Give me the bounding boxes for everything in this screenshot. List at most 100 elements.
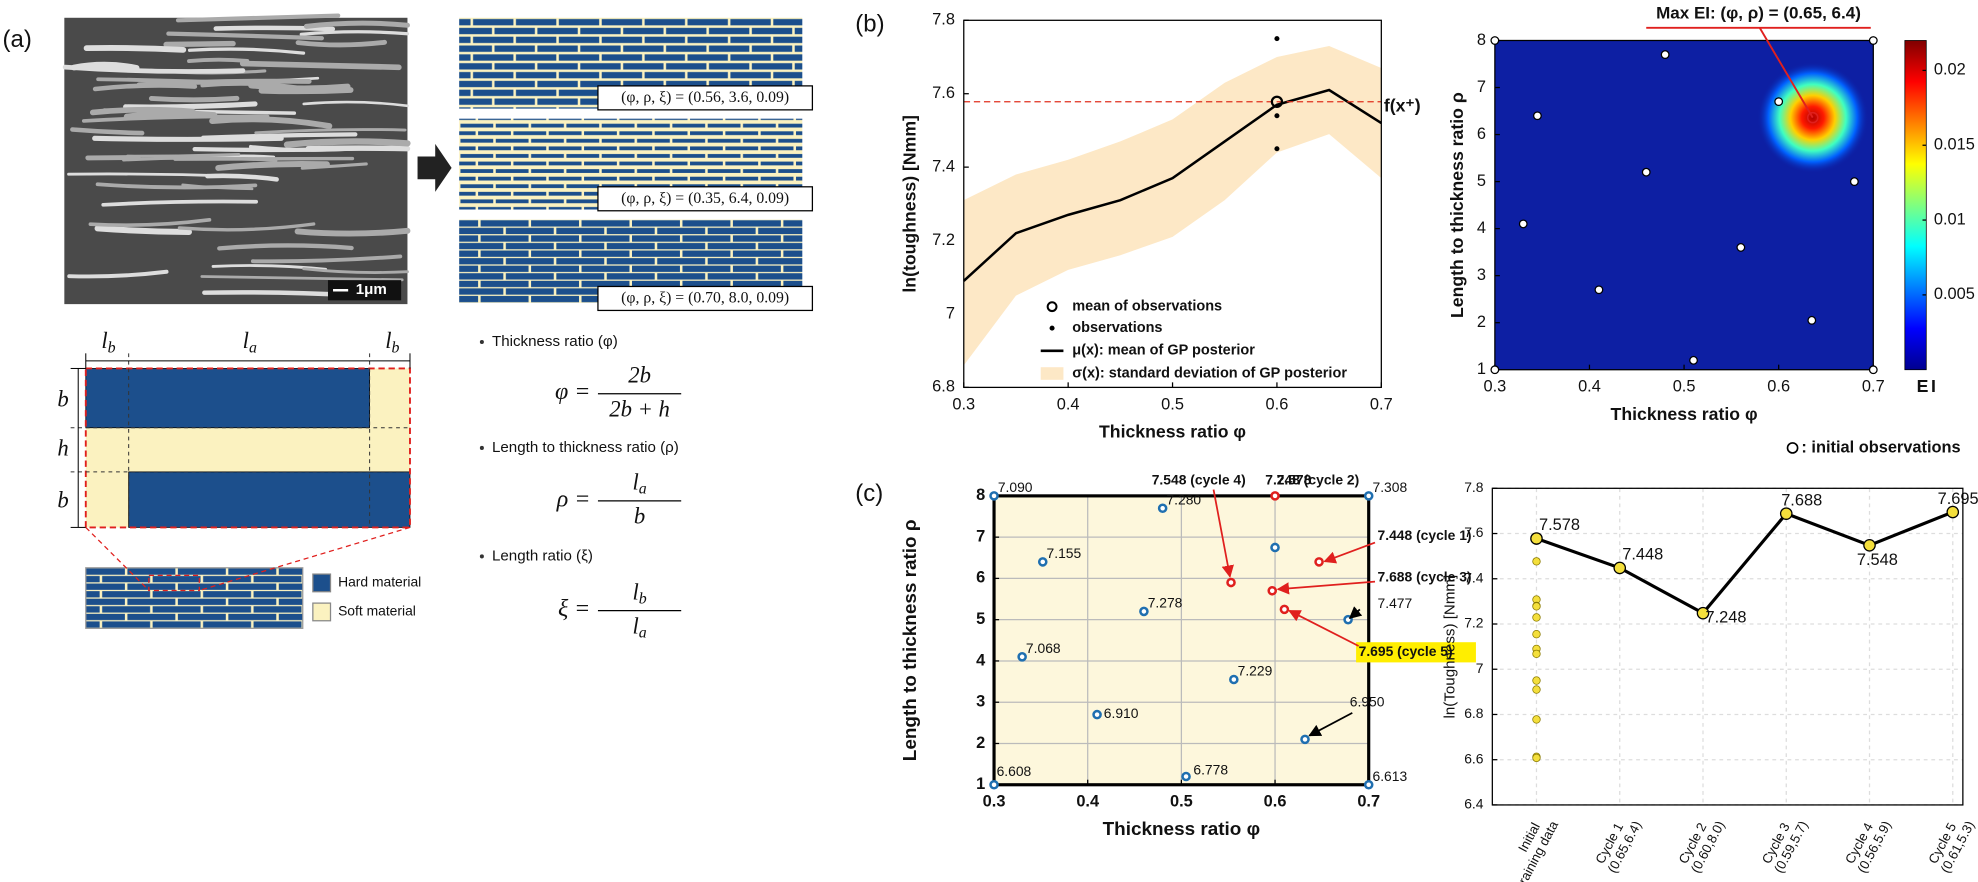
point-label: 7.548 (cycle 4) [1152,471,1246,487]
brick-inset [85,567,304,629]
sem-flake [70,127,145,136]
legend-label: μ(x): mean of GP posterior [1072,343,1255,359]
point-label: 7.229 [1238,663,1273,679]
sem-flake [123,110,218,120]
sem-flake [187,47,306,55]
sample-point [1270,542,1280,553]
sem-flake [92,135,284,142]
math-label: lb [101,328,115,355]
sem-flake [96,77,261,86]
charts: 0.3 0.4 0.5 0.6 0.7 6.8 7 7.2 7.4 7.6 7.8 Thickness… [899,3,1978,882]
legend-swatch [312,573,332,593]
point-label: 7.280 [1166,491,1201,507]
bullet [479,339,484,344]
x-tick-label: 0.6 [1767,378,1790,396]
initial-observation [1518,219,1528,229]
initial-point [1532,630,1541,639]
legend-label: mean of observations [1072,298,1222,314]
math-sub: a [639,480,647,497]
y-tick-label: 7.6 [932,84,955,102]
point-label: 6.608 [997,763,1032,779]
initial-observation [1868,36,1878,45]
initial-point [1532,676,1541,685]
point-label: 7.448 (cycle 1) [1378,527,1472,543]
math-label: lb [632,579,646,606]
sample-point [1314,557,1324,567]
y-tick-label: 5 [1477,172,1486,190]
point-label: 7.248 (cycle 2) [1265,471,1359,487]
sample-point [1363,491,1374,501]
math-base: b [634,504,645,529]
x-tick-label: 0.5 [1161,395,1184,413]
sem-flake [88,218,212,227]
sem-flake [239,60,402,71]
x-axis-label: Thickness ratio φ [1611,404,1758,424]
sample-point [989,491,999,501]
sem-flake [248,82,351,92]
plot-frame [992,494,1371,787]
x-tick-label: 0.7 [1370,395,1393,413]
y-tick-label: 8 [976,486,985,504]
observation-mean [1270,95,1284,108]
sem-flake [295,39,388,48]
sem-flake [211,264,328,271]
y-tick-label: 8 [1477,31,1486,49]
sem-flake [101,199,259,207]
y-tick-label: 2 [976,734,985,752]
y-axis-label: ln(toughness) [Nmm] [899,115,919,293]
sem-flake [215,160,330,171]
legend-label: : initial observations [1801,438,1960,456]
side-label: b [57,386,68,411]
cycle-point [1946,505,1960,519]
sem-flake [175,13,341,23]
sem-flake [177,222,316,232]
sem-flake [163,40,236,48]
initial-point [1532,602,1541,611]
point-label: 6.950 [1350,693,1385,709]
y-tick-label: 1 [976,775,985,793]
bullet [479,554,484,559]
x-tick-label: 0.4 [1076,793,1100,811]
initial-observation [1736,243,1746,252]
y-tick-label: 4 [1477,219,1486,237]
hard-brick [85,368,370,429]
x-tick-label: 0.7 [1862,378,1885,396]
math-label: la [632,614,646,641]
label-box [597,285,814,312]
y-tick-label: 7.8 [1464,479,1484,495]
plot-frame [963,19,1382,389]
x-tick-label: 0.4 [1578,378,1601,396]
annotation-arrow [1288,609,1360,647]
sem-flake [92,83,198,92]
x-axis-label: Thickness ratio φ [1103,819,1260,840]
initial-observation [1490,36,1500,45]
y-tick-label: 6.4 [1464,796,1484,812]
annotation-arrow [1308,712,1353,737]
colorbar [1904,40,1927,371]
x-tick-label: 0.5 [1170,793,1193,811]
math-label: la [243,328,257,355]
sample-point [1300,734,1310,745]
math-sub: a [249,339,257,356]
observation [1274,36,1280,42]
sem-flake [67,269,169,279]
x-tick-label: 0.6 [1264,793,1287,811]
x-tick-label: Initialtraining data [1500,810,1561,882]
value-label: 7.578 [1539,516,1580,534]
observation [1274,113,1280,119]
annotation-arrow [1348,606,1363,620]
sem-flake [217,243,354,251]
sem-image [62,13,411,305]
sample-point [1270,491,1280,501]
colorbar-tick-label: 0.015 [1934,136,1975,154]
initial-point [1532,557,1541,566]
math-sub: b [392,339,400,356]
brick-label: (φ, ρ, ξ) = (0.56, 3.6, 0.09) [621,89,789,106]
sem-flake [299,30,410,36]
panel-label: (a) [3,26,32,53]
sample-point [989,779,999,790]
colorbar-tick-label: 0.005 [1934,285,1975,303]
math-base: l [632,579,638,604]
math-label: la [632,470,646,497]
